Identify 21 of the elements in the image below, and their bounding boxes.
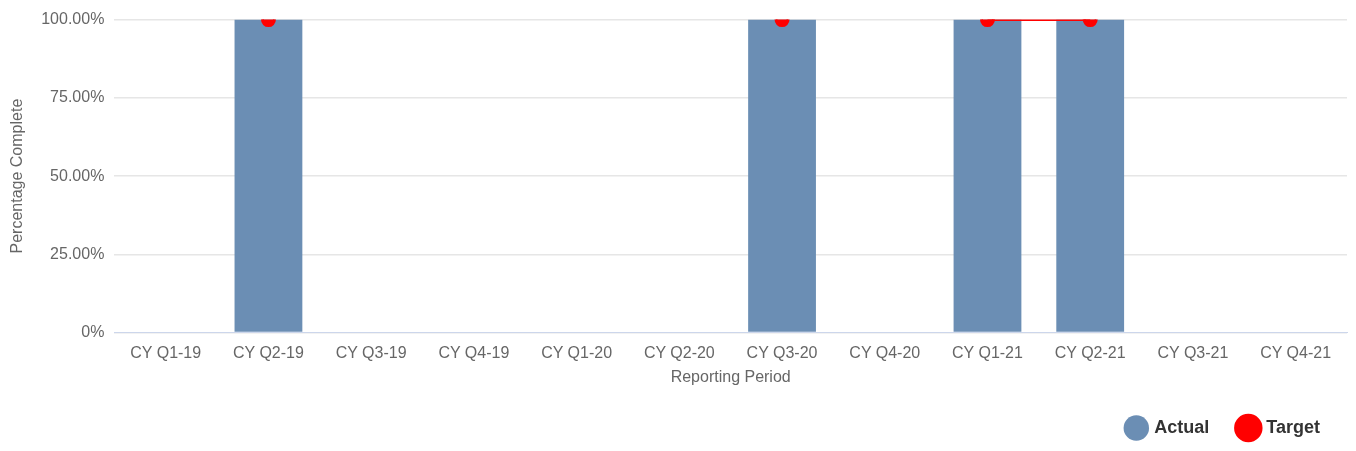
- x-tick-label: CY Q3-21: [1157, 343, 1229, 361]
- x-tick-label: CY Q1-21: [952, 343, 1023, 361]
- x-tick-label: CY Q3-20: [746, 343, 818, 361]
- x-tick-label: CY Q4-19: [438, 343, 510, 361]
- x-tick-label: CY Q4-21: [1260, 343, 1332, 361]
- y-tick-label: 100.00%: [41, 10, 105, 28]
- x-tick-label: CY Q2-21: [1054, 343, 1126, 361]
- x-tick-label: CY Q1-19: [130, 343, 202, 361]
- x-axis-title: Reporting Period: [670, 367, 791, 385]
- y-axis-title: Percentage Complete: [8, 98, 26, 254]
- y-tick-label: 75.00%: [50, 88, 105, 106]
- x-tick-label: CY Q4-20: [849, 343, 921, 361]
- legend-label: Actual: [1154, 416, 1210, 437]
- x-tick-label: CY Q3-19: [335, 343, 407, 361]
- legend-label: Target: [1266, 416, 1321, 437]
- x-tick-label: CY Q2-19: [233, 343, 304, 361]
- x-tick-label: CY Q2-20: [643, 343, 715, 361]
- y-tick-label: 50.00%: [50, 166, 105, 184]
- y-tick-label: 25.00%: [50, 244, 105, 262]
- x-tick-label: CY Q1-20: [541, 343, 613, 361]
- y-tick-label: 0%: [81, 323, 105, 341]
